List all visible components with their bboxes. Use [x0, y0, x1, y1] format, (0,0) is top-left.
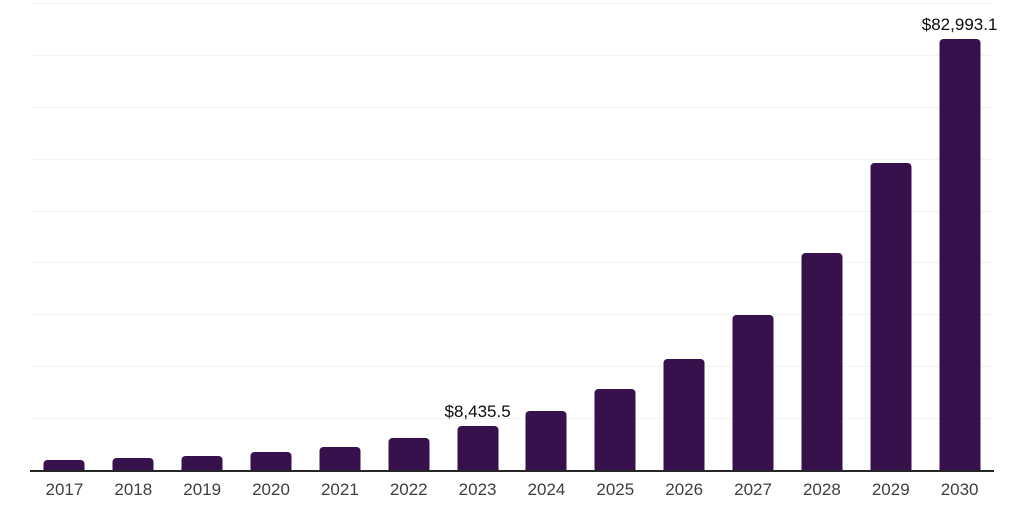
bar-value-label-2030: $82,993.1 [921, 15, 998, 35]
gridline [30, 366, 994, 368]
gridline [30, 210, 994, 212]
x-axis-label-2019: 2019 [183, 480, 222, 499]
bar-2024 [525, 411, 567, 470]
plot-area: $8,435.5 $82,993.1 [30, 3, 997, 472]
gridline [30, 262, 994, 264]
bar-group-2026 [650, 3, 719, 470]
bar-2028 [801, 253, 843, 470]
x-axis-label-2030: 2030 [940, 480, 979, 499]
bar-group-2029 [856, 3, 925, 470]
x-axis-label-2029: 2029 [871, 480, 910, 499]
bar-2026 [663, 358, 705, 470]
gridline [30, 106, 994, 108]
bars-container: $8,435.5 $82,993.1 [30, 3, 997, 470]
x-axis-label-2017: 2017 [45, 480, 84, 499]
bar-2021 [319, 446, 361, 470]
gridline [30, 158, 994, 160]
x-axis-label-2026: 2026 [665, 480, 704, 499]
x-axis-label-2028: 2028 [802, 480, 841, 499]
bar-group-2025 [581, 3, 650, 470]
bar-2030 [939, 39, 981, 470]
x-axis-label-2020: 2020 [252, 480, 290, 499]
gridline [30, 54, 994, 56]
gridline [30, 314, 994, 316]
gridline [30, 418, 994, 420]
bar-group-2019 [168, 3, 237, 470]
bar-group-2028 [787, 3, 856, 470]
x-axis-label-2022: 2022 [389, 480, 428, 499]
x-axis-label-2024: 2024 [527, 480, 566, 499]
bar-group-2018 [99, 3, 168, 470]
bar-2020 [250, 452, 292, 470]
bar-2017 [43, 459, 85, 470]
x-axis-labels: 2017 2018 2019 2020 2021 2022 2023 2024 2025 2026… [30, 479, 994, 501]
bar-group-2023: $8,435.5 [443, 3, 512, 470]
gridline [30, 3, 994, 4]
bar-group-2027 [719, 3, 788, 470]
bar-value-label-2023: $8,435.5 [444, 402, 511, 422]
bar-2025 [594, 389, 636, 470]
bar-group-2030: $82,993.1 [922, 3, 997, 470]
x-axis-label-2025: 2025 [596, 480, 635, 499]
bar-2022 [388, 437, 430, 470]
bar-group-2022 [374, 3, 443, 470]
bar-2019 [181, 456, 223, 470]
bar-2029 [870, 163, 912, 470]
bar-2023 [457, 426, 499, 470]
bar-group-2017 [30, 3, 99, 470]
bar-group-2024 [512, 3, 581, 470]
bar-2027 [732, 315, 774, 470]
bar-group-2020 [237, 3, 306, 470]
x-axis-label-2018: 2018 [114, 480, 153, 499]
bar-group-2021 [305, 3, 374, 470]
bar-2018 [112, 457, 154, 470]
x-axis-label-2021: 2021 [320, 480, 359, 499]
x-axis-label-2023: 2023 [458, 480, 497, 499]
x-axis-label-2027: 2027 [734, 480, 772, 499]
